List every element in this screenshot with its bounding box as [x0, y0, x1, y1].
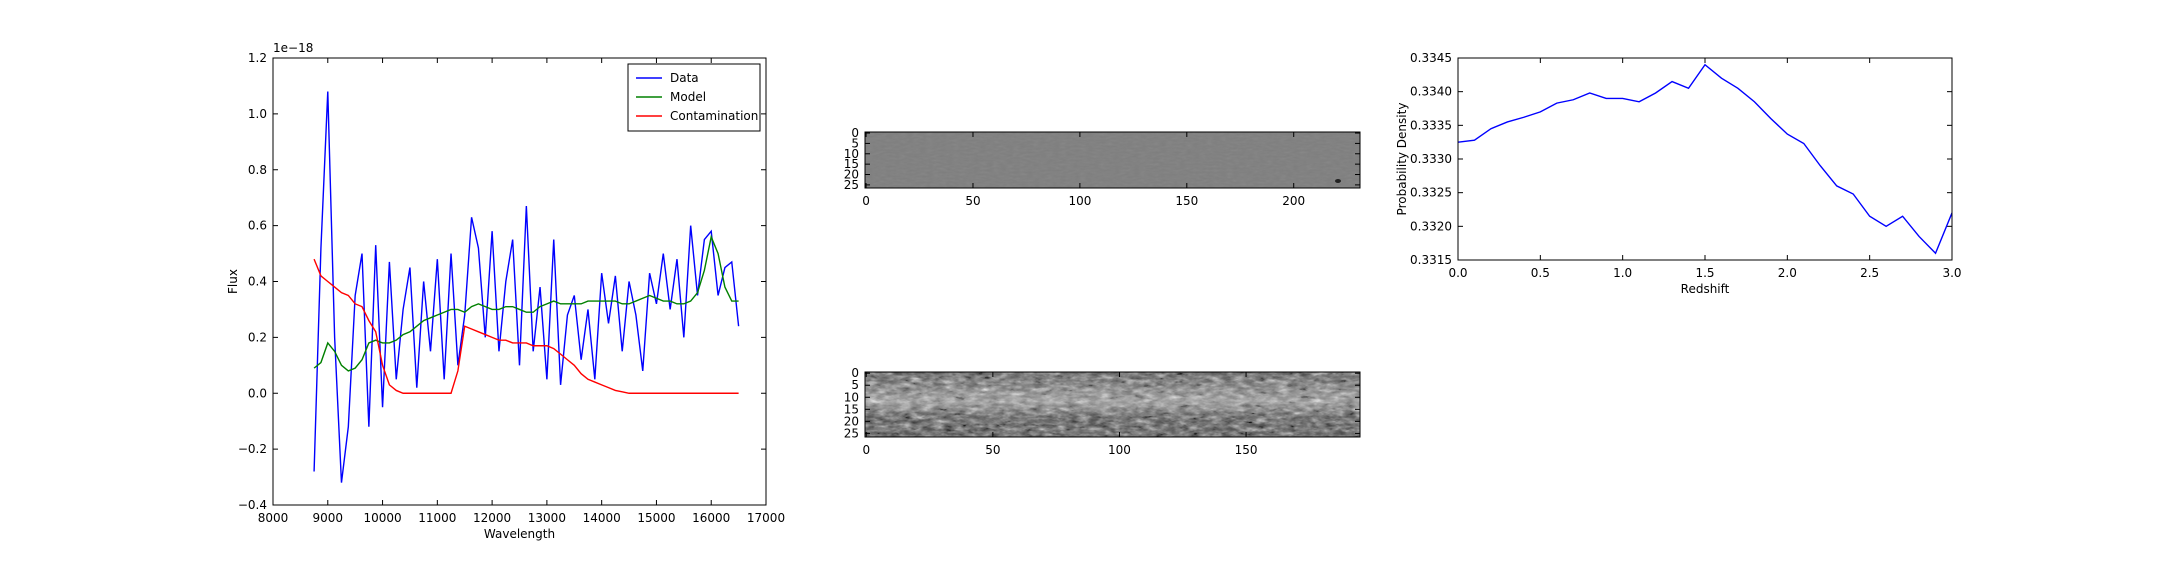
y-tick-label: 5 [851, 378, 859, 392]
y-tick-label: −0.2 [238, 442, 267, 456]
x-tick-label: 0.5 [1531, 266, 1550, 280]
y-tick-label: 10 [844, 147, 859, 161]
axes-frame [864, 371, 1361, 438]
x-tick-label: 100 [1068, 194, 1091, 208]
y-tick-label: 0.0 [248, 386, 267, 400]
axes-frame [864, 131, 1361, 189]
x-tick-label: 50 [965, 194, 980, 208]
y-tick-label: 1.0 [248, 107, 267, 121]
x-tick-label: 0 [862, 443, 870, 457]
y-tick-label: 5 [851, 136, 859, 150]
y-tick-label: 10 [844, 390, 859, 404]
y-tick-label: 0.3335 [1410, 118, 1452, 132]
y-tick-label: 20 [844, 168, 859, 182]
y-offset-label: 1e−18 [273, 41, 313, 55]
x-tick-label: 3.0 [1942, 266, 1961, 280]
x-tick-label: 11000 [418, 511, 456, 525]
x-tick-label: 8000 [258, 511, 289, 525]
x-tick-label: 2.0 [1778, 266, 1797, 280]
y-tick-label: 0.3330 [1410, 152, 1452, 166]
legend-label: Data [670, 71, 699, 85]
y-tick-label: 15 [844, 157, 859, 171]
y-tick-label: 0 [851, 366, 859, 380]
axes-frame [1457, 57, 1953, 261]
x-tick-label: 13000 [528, 511, 566, 525]
x-tick-label: 17000 [747, 511, 785, 525]
image-feature [1335, 179, 1341, 183]
x-tick-label: 200 [1282, 194, 1305, 208]
series-line [313, 91, 740, 483]
x-tick-label: 100 [1108, 443, 1131, 457]
y-axis-label: Flux [226, 269, 240, 294]
y-tick-label: 15 [844, 402, 859, 416]
x-tick-label: 0 [862, 194, 870, 208]
y-tick-label: 0 [851, 126, 859, 140]
x-tick-label: 2.5 [1860, 266, 1879, 280]
x-tick-label: 150 [1235, 443, 1258, 457]
y-axis-label: Probability Density [1395, 103, 1409, 216]
x-axis-label: Wavelength [484, 527, 555, 541]
image-noise [865, 132, 1360, 188]
x-tick-label: 10000 [363, 511, 401, 525]
y-tick-label: 0.6 [248, 219, 267, 233]
x-tick-label: 150 [1175, 194, 1198, 208]
x-tick-label: 14000 [583, 511, 621, 525]
x-tick-label: 15000 [637, 511, 675, 525]
x-tick-label: 0.0 [1448, 266, 1467, 280]
series-line [1458, 63, 1952, 255]
axes-frame [272, 57, 767, 506]
y-tick-label: 0.3340 [1410, 85, 1452, 99]
y-tick-label: 0.3320 [1410, 219, 1452, 233]
y-tick-label: 0.3325 [1410, 186, 1452, 200]
y-tick-label: 0.3345 [1410, 51, 1452, 65]
y-tick-label: 0.2 [248, 330, 267, 344]
legend-label: Model [670, 90, 706, 104]
y-tick-label: 0.8 [248, 163, 267, 177]
y-tick-label: 1.2 [248, 51, 267, 65]
x-tick-label: 1.5 [1695, 266, 1714, 280]
series-line [313, 234, 739, 372]
x-tick-label: 9000 [313, 511, 344, 525]
image-band [865, 372, 1360, 437]
x-tick-label: 16000 [692, 511, 730, 525]
y-tick-label: 20 [844, 414, 859, 428]
legend-label: Contamination [670, 109, 758, 123]
y-tick-label: −0.4 [238, 498, 267, 512]
series-line [313, 258, 739, 394]
x-tick-label: 12000 [473, 511, 511, 525]
x-axis-label: Redshift [1681, 282, 1730, 296]
y-tick-label: 25 [844, 426, 859, 440]
y-tick-label: 0.3315 [1410, 253, 1452, 267]
y-tick-label: 25 [844, 178, 859, 192]
y-tick-label: 0.4 [248, 275, 267, 289]
x-tick-label: 1.0 [1613, 266, 1632, 280]
x-tick-label: 50 [985, 443, 1000, 457]
